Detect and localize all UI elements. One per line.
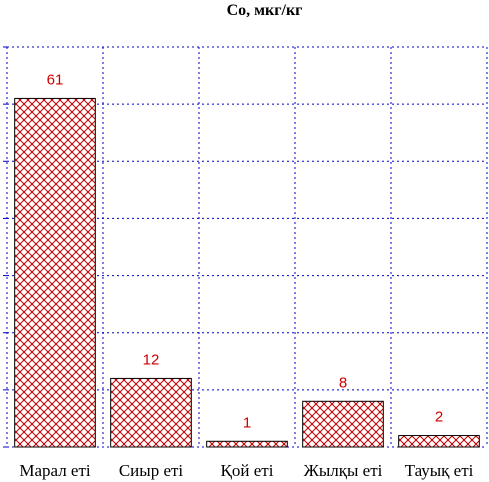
value-labels: 61 12 1 8 2 bbox=[47, 71, 444, 431]
bar-value-label: 1 bbox=[243, 414, 251, 431]
category-label: Қой еті bbox=[221, 461, 274, 480]
category-label: Жылқы еті bbox=[304, 461, 383, 480]
category-label: Сиыр еті bbox=[119, 461, 184, 480]
category-label: Марал еті bbox=[19, 461, 91, 480]
bar-value-label: 8 bbox=[339, 374, 347, 391]
bars bbox=[14, 97, 480, 448]
bar-value-label: 61 bbox=[47, 71, 64, 88]
bar bbox=[14, 97, 96, 448]
bar-value-label: 12 bbox=[143, 351, 160, 368]
bar bbox=[302, 400, 384, 448]
bar bbox=[398, 435, 480, 448]
chart-title: Co, мкг/кг bbox=[226, 2, 303, 19]
bar-value-label: 2 bbox=[435, 409, 443, 426]
bar bbox=[110, 377, 192, 448]
grid bbox=[3, 46, 488, 448]
category-label: Тауық еті bbox=[405, 461, 474, 480]
bar bbox=[206, 440, 288, 448]
category-labels: Марал еті Сиыр еті Қой еті Жылқы еті Тауық е… bbox=[19, 461, 473, 480]
